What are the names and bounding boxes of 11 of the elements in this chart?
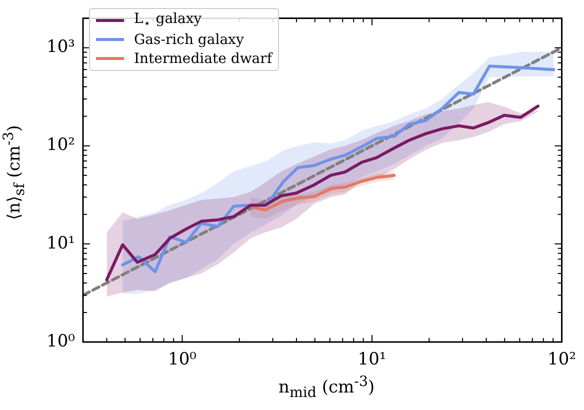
legend-label: L$_{⋆}$ galaxy bbox=[134, 11, 202, 30]
y-tick-label: 10⁰ bbox=[46, 331, 76, 352]
x-tick-label: 10² bbox=[548, 350, 576, 370]
x-tick-label: 10⁰ bbox=[168, 350, 197, 370]
legend-label: Intermediate dwarf bbox=[134, 50, 272, 66]
legend-label: Gas-rich galaxy bbox=[134, 32, 244, 48]
y-tick-label: 10¹ bbox=[46, 233, 75, 254]
y-tick-label: 10³ bbox=[46, 37, 75, 58]
y-tick-label: 10² bbox=[46, 135, 75, 156]
x-tick-label: 10¹ bbox=[358, 350, 386, 370]
x-axis-title: n$_{mid}$ (cm$^{-3}$) bbox=[278, 374, 375, 402]
